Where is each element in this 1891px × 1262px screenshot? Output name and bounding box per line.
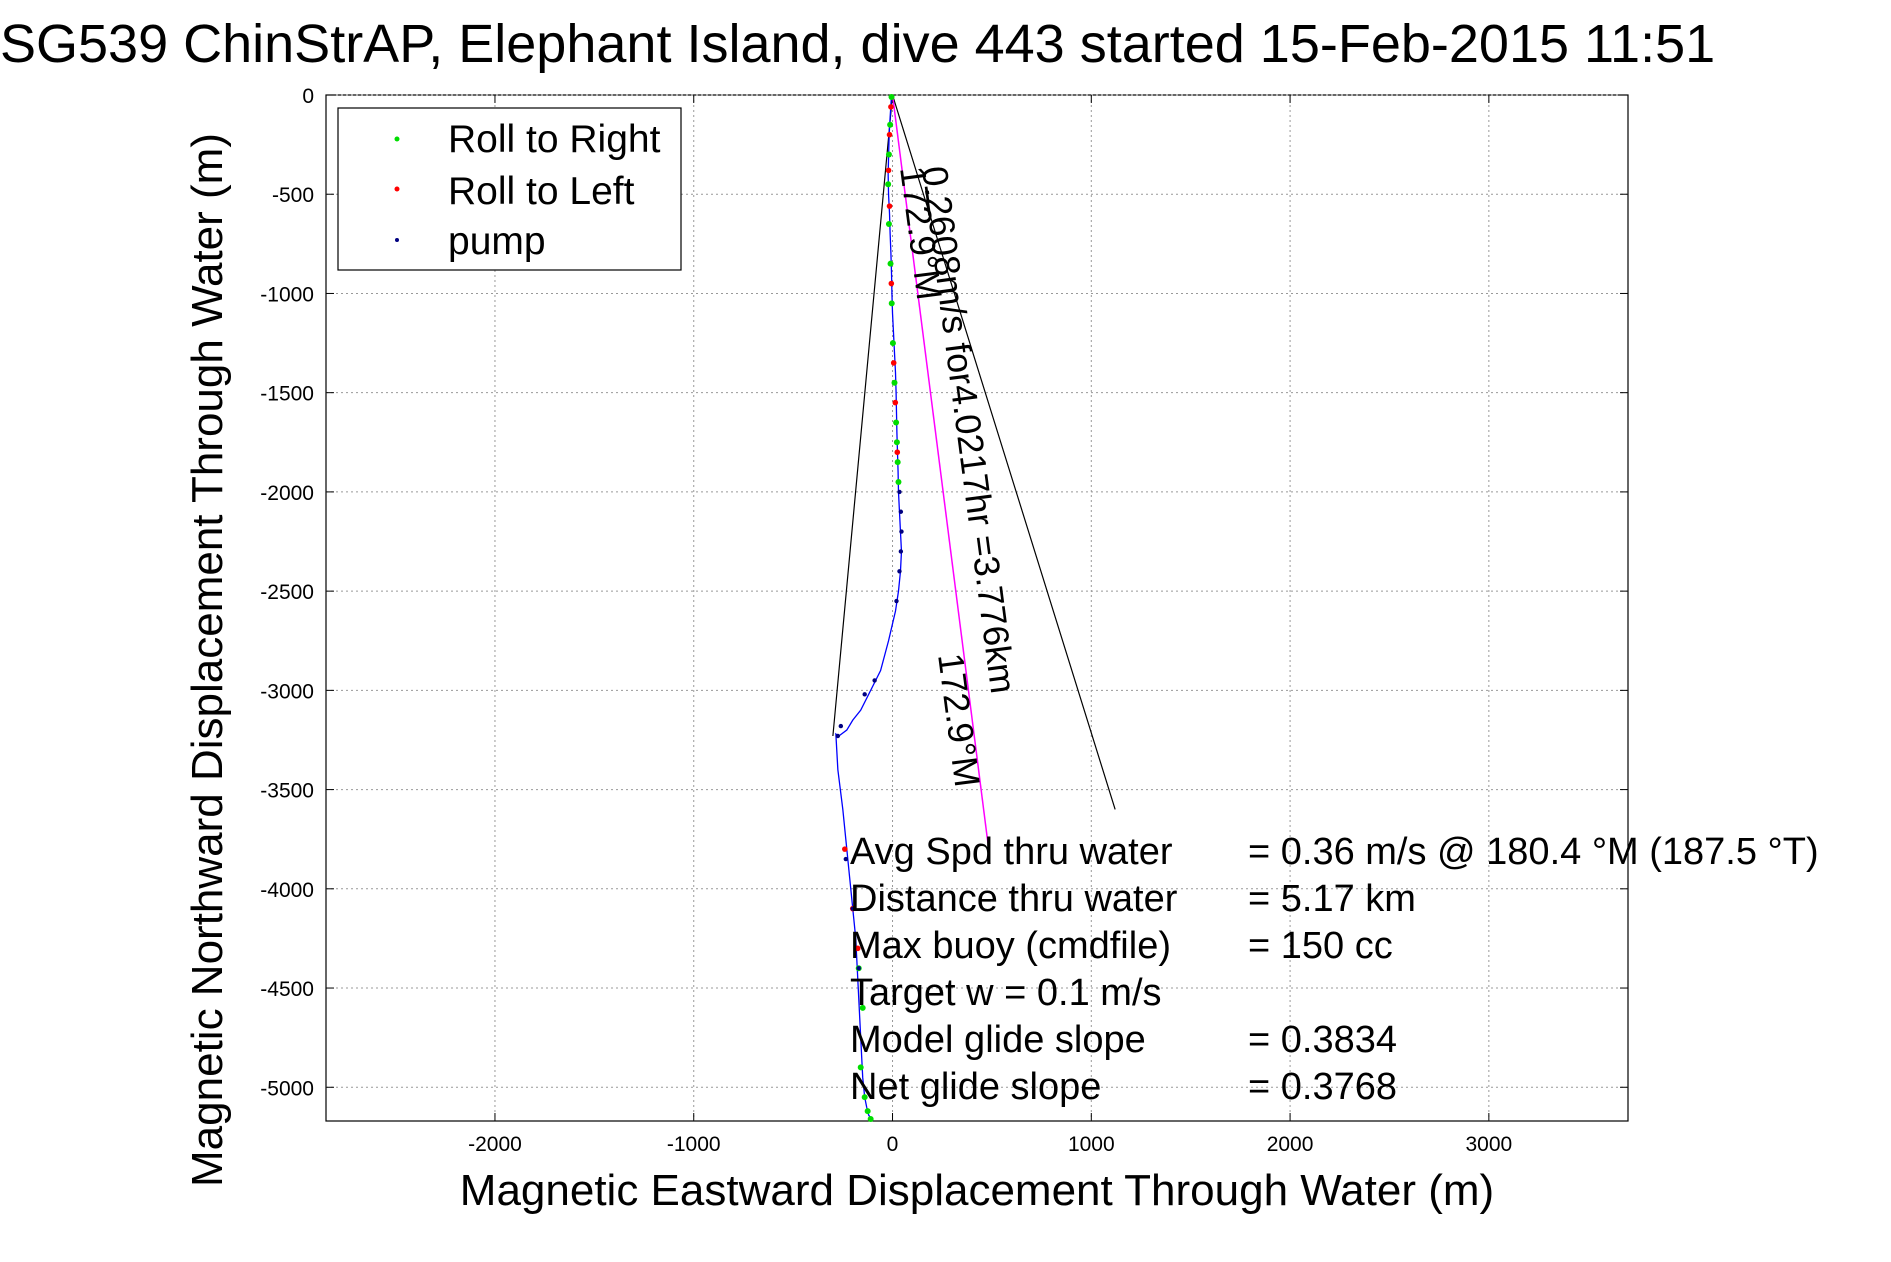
pump-point xyxy=(843,856,849,862)
y-axis-label: Magnetic Northward Displacement Through … xyxy=(183,133,232,1187)
stat-label-max-buoy: Max buoy (cmdfile) xyxy=(850,925,1171,967)
point-series xyxy=(835,93,904,1123)
roll-right-point xyxy=(859,1004,866,1011)
magenta-heading-line xyxy=(891,94,989,844)
y-tick-label: -1000 xyxy=(260,283,314,306)
roll-left-point xyxy=(842,846,848,852)
stat-value-net-glide: = 0.3768 xyxy=(1248,1066,1397,1108)
legend-label-pump: pump xyxy=(448,220,546,263)
roll-right-point xyxy=(895,478,902,485)
black-outline-line xyxy=(832,94,1116,810)
x-tick-label: -1000 xyxy=(667,1133,721,1156)
roll-right-point xyxy=(888,300,895,307)
stats-block: Avg Spd thru water = 0.36 m/s @ 180.4 °M… xyxy=(850,831,1819,1108)
dive-track-line xyxy=(835,94,903,1122)
roll-right-point xyxy=(885,151,892,158)
pump-point xyxy=(894,598,899,604)
roll-left-point xyxy=(890,360,897,366)
y-axis-ticks: 0 -500 -1000 -1500 -2000 -2500 -3000 -3500 -4000… xyxy=(260,85,1628,1100)
y-tick-label: -2500 xyxy=(260,581,314,604)
roll-right-point xyxy=(885,181,892,188)
legend-label-roll-left: Roll to Left xyxy=(448,170,635,213)
y-tick-label: -1500 xyxy=(260,383,314,406)
pump-point xyxy=(897,569,902,574)
roll-right-point xyxy=(891,379,898,386)
legend-marker-roll-left xyxy=(394,186,400,192)
x-tick-label: 2000 xyxy=(1267,1133,1314,1156)
roll-left-point xyxy=(888,280,895,287)
roll-left-point xyxy=(885,167,892,174)
grid xyxy=(326,94,1628,1121)
roll-left-point xyxy=(894,449,901,456)
stat-value-max-buoy: = 150 cc xyxy=(1248,925,1393,967)
y-tick-label: -4000 xyxy=(260,879,314,902)
roll-right-point xyxy=(894,459,901,466)
x-tick-label: -2000 xyxy=(468,1133,522,1156)
reference-lines xyxy=(832,94,1116,844)
legend-marker-roll-right xyxy=(394,136,400,142)
pump-point xyxy=(856,965,861,971)
y-tick-label: -3000 xyxy=(260,680,314,703)
roll-right-point xyxy=(888,93,895,100)
y-tick-label: 0 xyxy=(302,85,314,108)
x-axis-label: Magnetic Eastward Displacement Through W… xyxy=(460,1166,1494,1215)
pump-point xyxy=(838,723,844,729)
y-tick-label: -2000 xyxy=(260,482,314,505)
track-series xyxy=(835,94,903,1122)
roll-right-point xyxy=(857,1064,864,1071)
pump-point xyxy=(872,678,877,683)
roll-right-point xyxy=(893,439,900,446)
y-tick-label: -500 xyxy=(272,184,314,207)
pump-point xyxy=(835,733,841,739)
y-tick-label: -5000 xyxy=(260,1077,314,1100)
roll-right-point xyxy=(887,260,894,267)
stat-value-avg-speed: = 0.36 m/s @ 180.4 °M (187.5 °T) xyxy=(1248,831,1819,873)
stat-label-distance: Distance thru water xyxy=(850,878,1178,920)
pump-point xyxy=(897,489,902,495)
y-tick-label: -3500 xyxy=(260,780,314,803)
x-tick-label: 1000 xyxy=(1068,1133,1115,1156)
pump-point xyxy=(898,509,904,514)
stat-value-distance: = 5.17 km xyxy=(1248,878,1416,920)
roll-right-point xyxy=(864,1108,871,1115)
stat-value-model-glide: = 0.3834 xyxy=(1248,1019,1397,1061)
roll-right-point xyxy=(885,220,892,227)
legend: Roll to Right Roll to Left pump xyxy=(337,107,682,271)
roll-left-point xyxy=(892,399,899,406)
pump-point xyxy=(862,692,867,697)
pump-point xyxy=(850,906,855,911)
roll-right-point xyxy=(861,1094,868,1101)
roll-right-point xyxy=(867,1116,874,1123)
x-axis-ticks: -2000 -1000 0 1000 2000 3000 xyxy=(468,95,1512,1156)
roll-right-point xyxy=(889,340,896,347)
pump-point xyxy=(898,549,904,554)
roll-right-point xyxy=(893,419,900,426)
pump-point xyxy=(899,529,904,534)
chart-title: SG539 ChinStrAP, Elephant Island, dive 4… xyxy=(0,14,1715,74)
x-tick-label: 0 xyxy=(887,1133,899,1156)
legend-marker-pump xyxy=(395,238,399,242)
roll-right-point xyxy=(887,121,894,128)
roll-left-point xyxy=(886,203,893,209)
x-tick-label: 3000 xyxy=(1465,1133,1512,1156)
stat-label-avg-speed: Avg Spd thru water xyxy=(850,831,1173,873)
stat-label-net-glide: Net glide slope xyxy=(850,1066,1101,1108)
roll-left-point xyxy=(854,945,861,952)
roll-left-point xyxy=(886,131,893,138)
y-tick-label: -4500 xyxy=(260,978,314,1001)
stat-label-model-glide: Model glide slope xyxy=(850,1019,1146,1061)
legend-label-roll-right: Roll to Right xyxy=(448,118,661,161)
roll-left-point xyxy=(888,104,894,110)
stat-label-target-w: Target w = 0.1 m/s xyxy=(850,972,1162,1014)
